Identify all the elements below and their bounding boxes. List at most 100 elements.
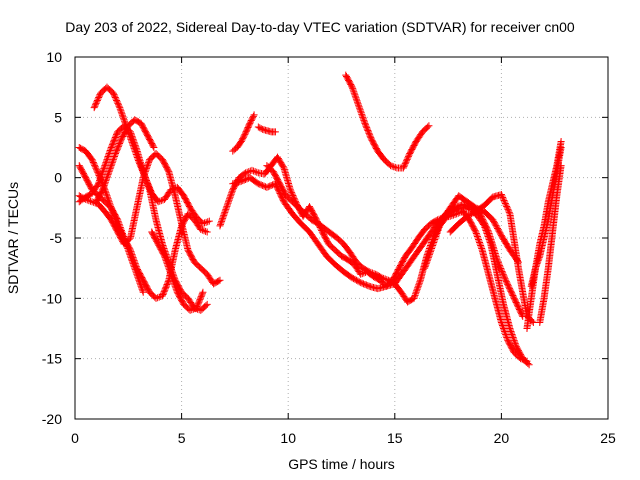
- data-point: [466, 211, 474, 219]
- data-point: [163, 260, 171, 268]
- data-point: [128, 257, 136, 265]
- data-point: [164, 279, 172, 287]
- data-point: [160, 289, 168, 297]
- data-point: [490, 217, 498, 225]
- data-point: [105, 168, 113, 176]
- data-point: [472, 229, 480, 237]
- data-point: [498, 321, 506, 329]
- data-point: [104, 154, 112, 162]
- data-point: [391, 163, 399, 171]
- data-point: [433, 229, 441, 237]
- data-point: [355, 103, 363, 111]
- data-point: [132, 143, 140, 151]
- data-point: [115, 102, 123, 110]
- data-point: [353, 97, 361, 105]
- data-point: [110, 136, 118, 144]
- data-point: [430, 239, 438, 247]
- data-point: [352, 95, 360, 103]
- data-point: [366, 131, 374, 139]
- data-point: [106, 166, 114, 174]
- data-point: [126, 251, 134, 259]
- data-point: [106, 148, 114, 156]
- data-point: [116, 222, 124, 230]
- data-point: [130, 138, 138, 146]
- data-point: [501, 275, 509, 283]
- data-point: [367, 268, 375, 276]
- data-point: [125, 248, 133, 256]
- data-point: [137, 282, 145, 290]
- y-axis-label: SDTVAR / TECUs: [5, 181, 21, 295]
- data-point: [132, 267, 140, 275]
- data-point: [501, 329, 509, 337]
- data-point: [160, 288, 168, 296]
- series-track-3: [75, 162, 147, 296]
- data-point: [104, 193, 112, 201]
- data-point: [365, 268, 373, 276]
- data-point: [133, 272, 141, 280]
- data-point: [162, 282, 170, 290]
- data-point: [159, 290, 167, 298]
- data-point: [424, 255, 432, 263]
- data-point: [361, 280, 369, 288]
- data-point: [161, 285, 169, 293]
- data-point: [350, 275, 358, 283]
- data-point: [482, 226, 490, 234]
- data-point: [165, 264, 173, 272]
- data-point: [137, 281, 145, 289]
- data-point: [254, 180, 262, 188]
- data-point: [170, 278, 178, 286]
- data-point: [105, 151, 113, 159]
- data-point: [264, 183, 272, 191]
- data-point: [423, 257, 431, 265]
- data-point: [510, 337, 518, 345]
- data-point: [240, 170, 248, 178]
- data-point: [226, 195, 234, 203]
- data-point: [357, 107, 365, 115]
- data-point: [171, 281, 179, 289]
- x-axis-label: GPS time / hours: [288, 456, 395, 472]
- data-point: [103, 192, 111, 200]
- data-point: [102, 175, 110, 183]
- series-track-5: [75, 122, 211, 314]
- data-point: [250, 167, 258, 175]
- data-point: [99, 166, 107, 174]
- data-point: [200, 227, 208, 235]
- data-point: [221, 208, 229, 216]
- data-point: [127, 131, 135, 139]
- data-point: [112, 148, 120, 156]
- data-point: [130, 137, 138, 145]
- data-point: [481, 225, 489, 233]
- data-point: [435, 223, 443, 231]
- data-point: [535, 255, 543, 263]
- series-track-9: [254, 123, 279, 136]
- data-point: [127, 129, 135, 137]
- data-point: [111, 94, 119, 102]
- y-tick-label: -5: [50, 230, 63, 246]
- chart-title: Day 203 of 2022, Sidereal Day-to-day VTE…: [65, 19, 575, 35]
- data-point: [290, 193, 298, 201]
- data-point: [358, 112, 366, 120]
- data-point: [506, 326, 514, 334]
- data-point: [242, 175, 250, 183]
- data-point: [220, 210, 228, 218]
- data-point: [195, 298, 203, 306]
- data-point: [138, 284, 146, 292]
- data-point: [160, 251, 168, 259]
- data-point: [198, 290, 206, 298]
- data-point: [196, 295, 204, 303]
- data-point: [110, 154, 118, 162]
- data-point: [510, 335, 518, 343]
- data-point: [106, 165, 114, 173]
- data-point: [166, 267, 174, 275]
- data-point: [353, 98, 361, 106]
- data-point: [429, 240, 437, 248]
- data-point: [109, 156, 117, 164]
- data-point: [431, 234, 439, 242]
- data-point: [422, 261, 430, 269]
- data-point: [354, 277, 362, 285]
- data-point: [165, 266, 173, 274]
- data-point: [145, 159, 153, 167]
- data-point: [173, 287, 181, 295]
- data-point: [429, 242, 437, 250]
- data-point: [205, 217, 213, 225]
